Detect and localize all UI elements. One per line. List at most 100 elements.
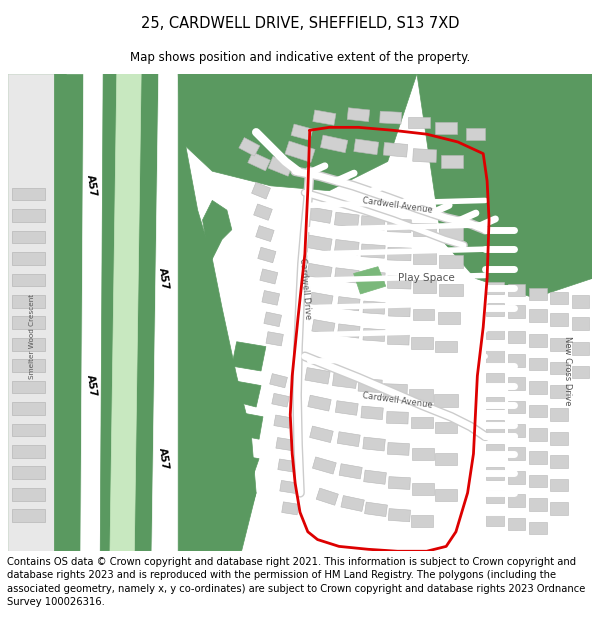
Bar: [550, 291, 568, 304]
Bar: [508, 471, 525, 484]
Bar: [313, 457, 336, 474]
Bar: [434, 394, 458, 406]
Bar: [280, 481, 297, 494]
Bar: [508, 331, 525, 343]
Polygon shape: [11, 231, 44, 243]
Bar: [529, 498, 547, 511]
Bar: [508, 354, 525, 367]
Bar: [264, 312, 281, 327]
Bar: [550, 455, 568, 468]
Bar: [383, 384, 407, 398]
Bar: [550, 479, 568, 491]
Bar: [380, 111, 401, 124]
Bar: [361, 244, 385, 258]
Bar: [436, 341, 457, 352]
Bar: [388, 219, 412, 232]
Bar: [550, 432, 568, 444]
Polygon shape: [11, 402, 44, 415]
Polygon shape: [11, 338, 44, 351]
Bar: [270, 374, 287, 388]
Text: Cardwell Drive: Cardwell Drive: [298, 257, 312, 319]
Bar: [550, 362, 568, 374]
Text: 25, CARDWELL DRIVE, SHEFFIELD, S13 7XD: 25, CARDWELL DRIVE, SHEFFIELD, S13 7XD: [141, 16, 459, 31]
Bar: [364, 470, 386, 484]
Bar: [413, 149, 437, 162]
Bar: [251, 182, 271, 199]
Bar: [529, 521, 547, 534]
Bar: [529, 381, 547, 394]
Bar: [508, 305, 525, 318]
Bar: [285, 141, 315, 162]
Bar: [486, 491, 503, 503]
Bar: [486, 373, 503, 386]
Text: Cardwell Avenue: Cardwell Avenue: [362, 391, 433, 409]
Bar: [412, 483, 434, 495]
Text: A57: A57: [85, 374, 98, 398]
Polygon shape: [152, 74, 185, 551]
Polygon shape: [11, 295, 44, 308]
Bar: [337, 324, 360, 338]
Bar: [508, 401, 525, 413]
Bar: [388, 248, 412, 261]
Bar: [358, 379, 382, 392]
Bar: [239, 138, 260, 156]
Text: Play Space: Play Space: [398, 273, 455, 283]
Bar: [332, 373, 357, 388]
Bar: [361, 406, 383, 419]
Bar: [337, 432, 360, 447]
Bar: [305, 368, 330, 384]
Bar: [436, 489, 457, 501]
Polygon shape: [11, 424, 44, 436]
Bar: [365, 502, 388, 517]
Polygon shape: [11, 509, 44, 522]
Bar: [268, 156, 293, 176]
Bar: [442, 155, 463, 168]
Bar: [508, 494, 525, 507]
Bar: [436, 453, 457, 464]
Polygon shape: [11, 466, 44, 479]
Bar: [409, 389, 433, 402]
Polygon shape: [178, 74, 256, 551]
Bar: [334, 213, 359, 228]
Bar: [486, 467, 503, 479]
Bar: [529, 309, 547, 322]
Bar: [411, 417, 433, 429]
Bar: [339, 464, 362, 479]
Bar: [347, 107, 370, 122]
Bar: [335, 401, 358, 415]
Bar: [307, 235, 332, 252]
Polygon shape: [485, 74, 592, 278]
Bar: [354, 139, 379, 155]
Polygon shape: [11, 488, 44, 501]
Polygon shape: [485, 278, 592, 551]
Polygon shape: [178, 74, 417, 191]
Bar: [486, 397, 503, 409]
Polygon shape: [232, 342, 266, 371]
Bar: [529, 475, 547, 488]
Bar: [310, 292, 333, 308]
Text: A57: A57: [85, 174, 98, 198]
Bar: [529, 334, 547, 347]
Bar: [550, 313, 568, 326]
Bar: [486, 327, 503, 339]
Bar: [439, 284, 463, 296]
Bar: [307, 207, 332, 223]
Bar: [411, 337, 433, 349]
Bar: [262, 291, 280, 305]
Bar: [550, 338, 568, 351]
Bar: [363, 437, 385, 451]
Bar: [316, 488, 338, 505]
Polygon shape: [178, 74, 592, 551]
Bar: [363, 328, 385, 341]
Bar: [334, 268, 359, 283]
Bar: [466, 128, 485, 140]
Bar: [307, 263, 332, 280]
Bar: [508, 284, 525, 296]
Bar: [529, 288, 547, 301]
Bar: [363, 301, 385, 314]
Bar: [529, 428, 547, 441]
Bar: [550, 385, 568, 398]
Bar: [436, 122, 457, 134]
Bar: [436, 422, 457, 433]
Bar: [256, 226, 274, 241]
